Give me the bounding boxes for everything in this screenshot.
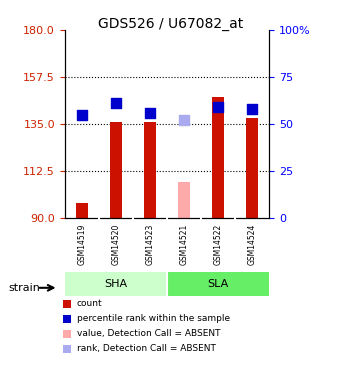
Bar bbox=[167, 272, 269, 296]
Text: value, Detection Call = ABSENT: value, Detection Call = ABSENT bbox=[77, 329, 220, 338]
Text: GSM14521: GSM14521 bbox=[180, 224, 189, 265]
Bar bbox=[212, 97, 224, 218]
Bar bbox=[178, 182, 190, 218]
Text: GSM14523: GSM14523 bbox=[146, 224, 154, 266]
Text: GSM14520: GSM14520 bbox=[112, 224, 120, 266]
Bar bbox=[144, 122, 156, 218]
Bar bbox=[65, 272, 167, 296]
Bar bbox=[76, 203, 88, 217]
Point bbox=[181, 117, 187, 123]
Text: SHA: SHA bbox=[104, 279, 128, 289]
Text: rank, Detection Call = ABSENT: rank, Detection Call = ABSENT bbox=[77, 344, 216, 353]
Point bbox=[250, 106, 255, 112]
Text: SLA: SLA bbox=[208, 279, 229, 289]
Text: percentile rank within the sample: percentile rank within the sample bbox=[77, 314, 230, 323]
Text: GSM14522: GSM14522 bbox=[214, 224, 223, 265]
Point bbox=[216, 104, 221, 110]
Point bbox=[147, 110, 153, 116]
Text: count: count bbox=[77, 299, 102, 308]
Text: GDS526 / U67082_at: GDS526 / U67082_at bbox=[98, 17, 243, 31]
Bar bbox=[110, 122, 122, 218]
Text: GSM14524: GSM14524 bbox=[248, 224, 257, 266]
Point bbox=[113, 100, 119, 106]
Text: GSM14519: GSM14519 bbox=[77, 224, 86, 266]
Point bbox=[79, 112, 85, 118]
Text: strain: strain bbox=[9, 283, 40, 293]
Bar bbox=[246, 117, 258, 218]
